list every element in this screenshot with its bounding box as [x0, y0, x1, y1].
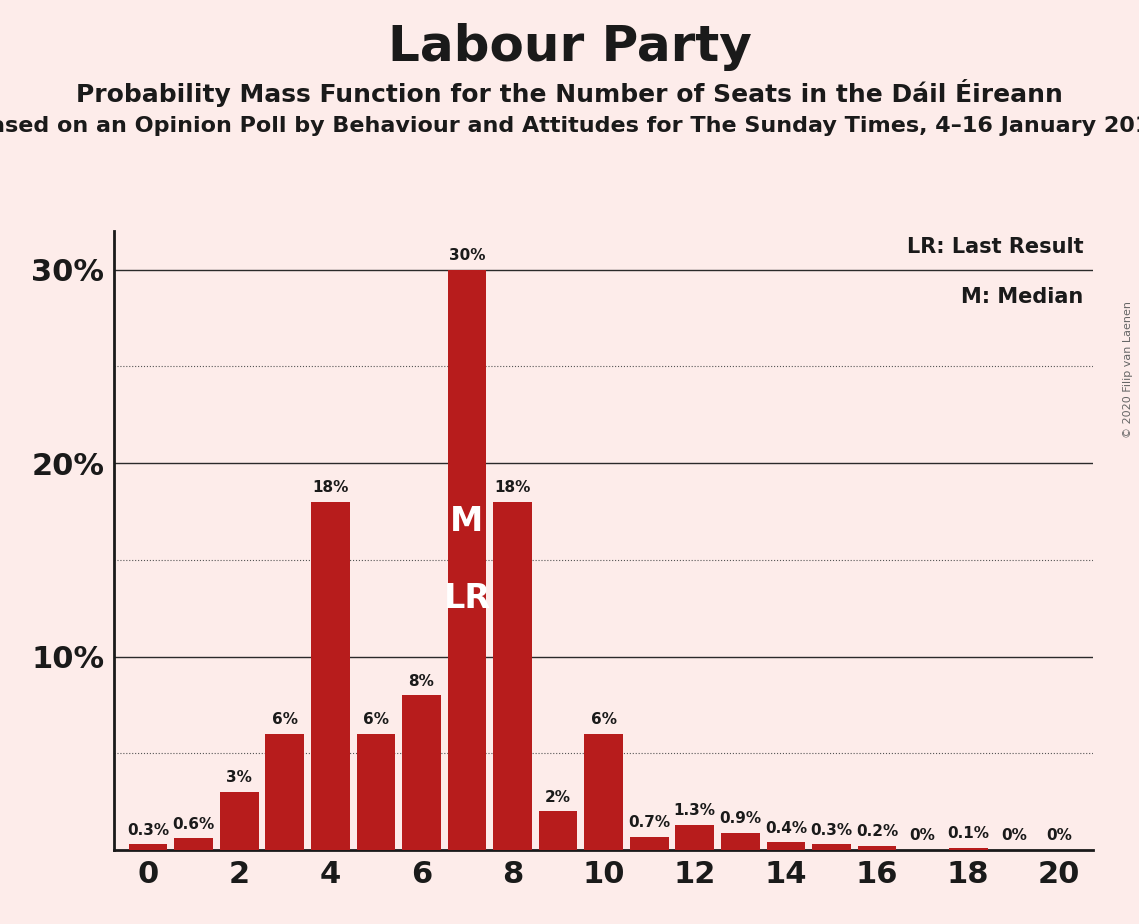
Text: 2%: 2% [546, 790, 571, 805]
Text: M: M [450, 505, 484, 538]
Bar [220, 792, 259, 850]
Text: M: Median: M: Median [961, 286, 1083, 307]
Text: 0%: 0% [1001, 828, 1026, 844]
Bar [949, 848, 988, 850]
Text: Labour Party: Labour Party [387, 23, 752, 71]
Bar [539, 811, 577, 850]
Text: LR: Last Result: LR: Last Result [907, 237, 1083, 257]
Bar [584, 734, 623, 850]
Text: 18%: 18% [494, 480, 531, 495]
Bar [675, 825, 714, 850]
Text: 8%: 8% [409, 674, 434, 688]
Bar [448, 270, 486, 850]
Text: 0.3%: 0.3% [811, 822, 852, 837]
Bar [311, 502, 350, 850]
Text: 3%: 3% [227, 771, 252, 785]
Bar [858, 846, 896, 850]
Text: 6%: 6% [591, 712, 616, 727]
Bar [721, 833, 760, 850]
Bar [402, 695, 441, 850]
Text: 0%: 0% [1047, 828, 1072, 844]
Text: 0%: 0% [910, 828, 935, 844]
Text: 0.4%: 0.4% [765, 821, 806, 835]
Text: 6%: 6% [272, 712, 297, 727]
Text: 0.3%: 0.3% [128, 822, 169, 837]
Text: 0.1%: 0.1% [948, 826, 989, 842]
Bar [767, 843, 805, 850]
Bar [174, 838, 213, 850]
Text: 30%: 30% [449, 248, 485, 263]
Text: © 2020 Filip van Laenen: © 2020 Filip van Laenen [1123, 301, 1133, 438]
Bar [630, 836, 669, 850]
Text: Probability Mass Function for the Number of Seats in the Dáil Éireann: Probability Mass Function for the Number… [76, 79, 1063, 106]
Text: 1.3%: 1.3% [674, 803, 715, 818]
Bar [812, 845, 851, 850]
Text: 6%: 6% [363, 712, 388, 727]
Bar [357, 734, 395, 850]
Text: LR: LR [443, 582, 491, 615]
Text: 0.7%: 0.7% [629, 815, 670, 830]
Bar [265, 734, 304, 850]
Bar [493, 502, 532, 850]
Text: Based on an Opinion Poll by Behaviour and Attitudes for The Sunday Times, 4–16 J: Based on an Opinion Poll by Behaviour an… [0, 116, 1139, 136]
Text: 18%: 18% [312, 480, 349, 495]
Bar [129, 845, 167, 850]
Text: 0.9%: 0.9% [720, 811, 761, 826]
Text: 0.6%: 0.6% [172, 817, 215, 832]
Text: 0.2%: 0.2% [855, 824, 899, 839]
